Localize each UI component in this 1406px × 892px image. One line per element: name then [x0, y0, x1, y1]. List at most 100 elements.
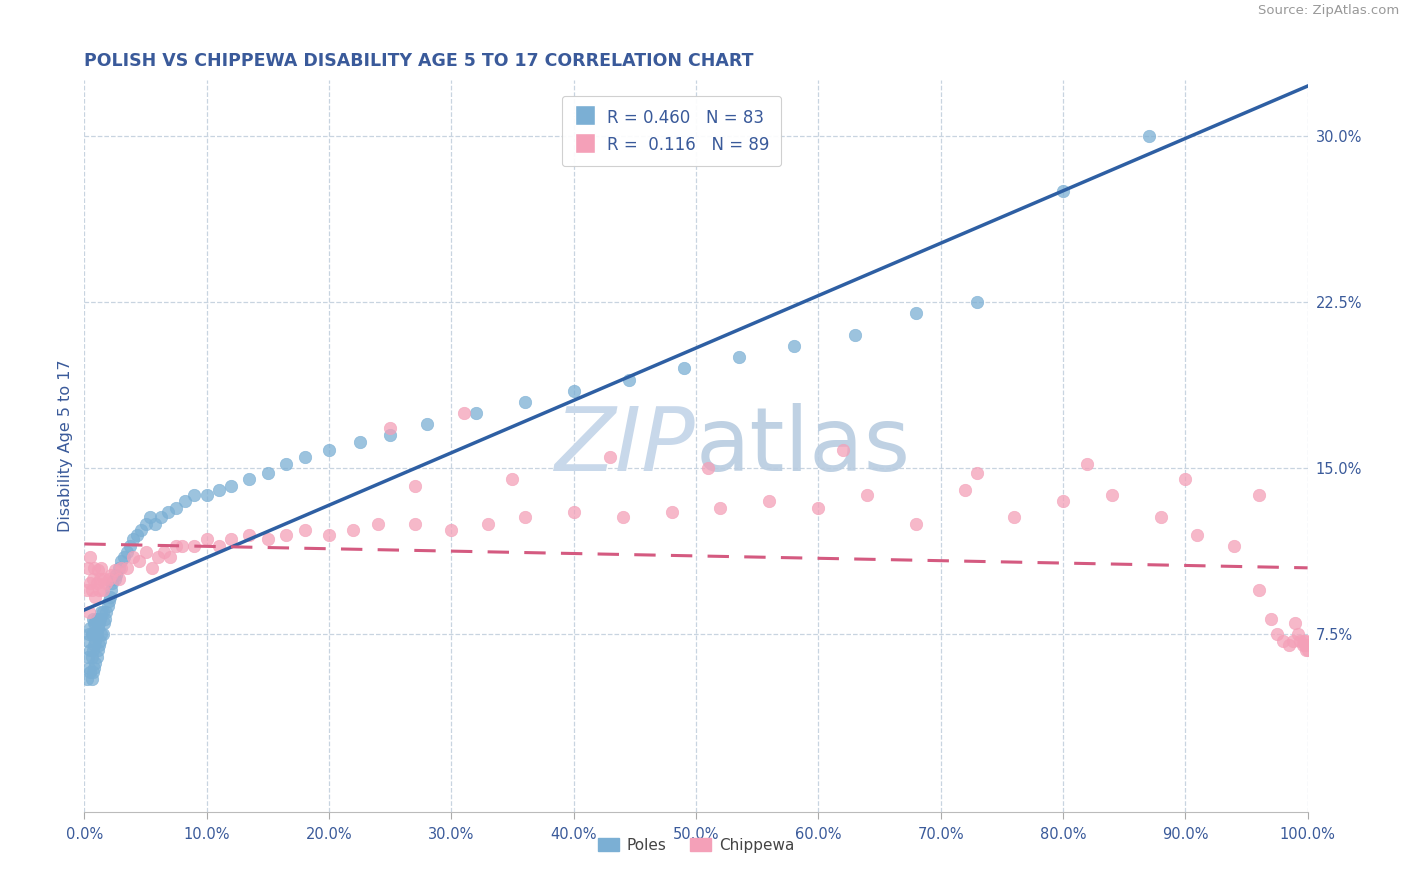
Point: [86, 627, 108, 641]
Point: [87, 621, 110, 635]
Point: [1002, 510, 1025, 524]
Point: [107, 561, 129, 575]
Point: [79, 665, 101, 679]
Text: Source: ZipAtlas.com: Source: ZipAtlas.com: [1258, 4, 1399, 18]
Point: [905, 516, 928, 531]
Point: [97, 594, 120, 608]
Point: [453, 406, 475, 420]
Point: [727, 351, 749, 365]
Point: [905, 306, 928, 320]
Point: [1296, 643, 1319, 657]
Point: [238, 527, 260, 541]
Point: [1223, 539, 1246, 553]
Point: [697, 461, 720, 475]
Point: [1247, 583, 1270, 598]
Point: [1294, 639, 1316, 653]
Point: [76, 583, 98, 598]
Point: [1137, 128, 1160, 143]
Point: [77, 649, 100, 664]
Point: [173, 494, 195, 508]
Point: [440, 523, 463, 537]
Point: [79, 643, 101, 657]
Point: [1289, 634, 1312, 648]
Point: [276, 527, 298, 541]
Point: [86, 612, 108, 626]
Point: [100, 583, 122, 598]
Point: [79, 576, 101, 591]
Point: [380, 428, 402, 442]
Point: [1292, 639, 1315, 653]
Point: [100, 567, 122, 582]
Point: [599, 450, 621, 464]
Point: [110, 554, 132, 568]
Text: atlas: atlas: [696, 402, 911, 490]
Point: [153, 545, 176, 559]
Point: [83, 616, 105, 631]
Point: [612, 510, 634, 524]
Point: [661, 506, 683, 520]
Point: [159, 549, 181, 564]
Point: [82, 572, 104, 586]
Point: [91, 605, 114, 619]
Point: [150, 510, 173, 524]
Point: [1076, 457, 1098, 471]
Point: [183, 539, 205, 553]
Point: [238, 472, 260, 486]
Point: [404, 516, 426, 531]
Point: [125, 527, 148, 541]
Point: [135, 545, 157, 559]
Point: [1284, 616, 1306, 631]
Point: [856, 488, 879, 502]
Point: [82, 627, 104, 641]
Point: [98, 590, 121, 604]
Point: [91, 627, 114, 641]
Point: [89, 634, 111, 648]
Point: [77, 634, 100, 648]
Point: [276, 457, 298, 471]
Point: [80, 627, 103, 641]
Point: [349, 434, 371, 449]
Point: [87, 639, 110, 653]
Point: [1174, 472, 1197, 486]
Point: [1286, 627, 1309, 641]
Point: [80, 672, 103, 686]
Point: [342, 523, 364, 537]
Point: [1296, 639, 1319, 653]
Point: [90, 561, 112, 575]
Point: [84, 634, 107, 648]
Point: [562, 506, 585, 520]
Point: [195, 532, 218, 546]
Point: [1278, 639, 1301, 653]
Point: [709, 501, 731, 516]
Point: [83, 639, 105, 653]
Point: [80, 649, 103, 664]
Point: [1282, 634, 1305, 648]
Point: [1052, 184, 1074, 198]
Point: [165, 539, 187, 553]
Point: [1247, 488, 1270, 502]
Point: [1265, 627, 1288, 641]
Point: [82, 665, 104, 679]
Point: [1295, 634, 1317, 648]
Point: [129, 523, 152, 537]
Point: [84, 616, 107, 631]
Point: [115, 545, 138, 559]
Point: [1187, 527, 1209, 541]
Point: [107, 572, 129, 586]
Point: [97, 599, 120, 613]
Point: [513, 394, 536, 409]
Point: [513, 510, 536, 524]
Point: [90, 605, 112, 619]
Point: [257, 532, 280, 546]
Point: [758, 494, 780, 508]
Point: [464, 406, 486, 420]
Point: [77, 660, 100, 674]
Point: [219, 479, 242, 493]
Point: [318, 527, 340, 541]
Point: [76, 672, 98, 686]
Point: [183, 488, 205, 502]
Point: [831, 443, 853, 458]
Point: [86, 576, 108, 591]
Text: ZIP: ZIP: [555, 403, 696, 489]
Point: [82, 643, 104, 657]
